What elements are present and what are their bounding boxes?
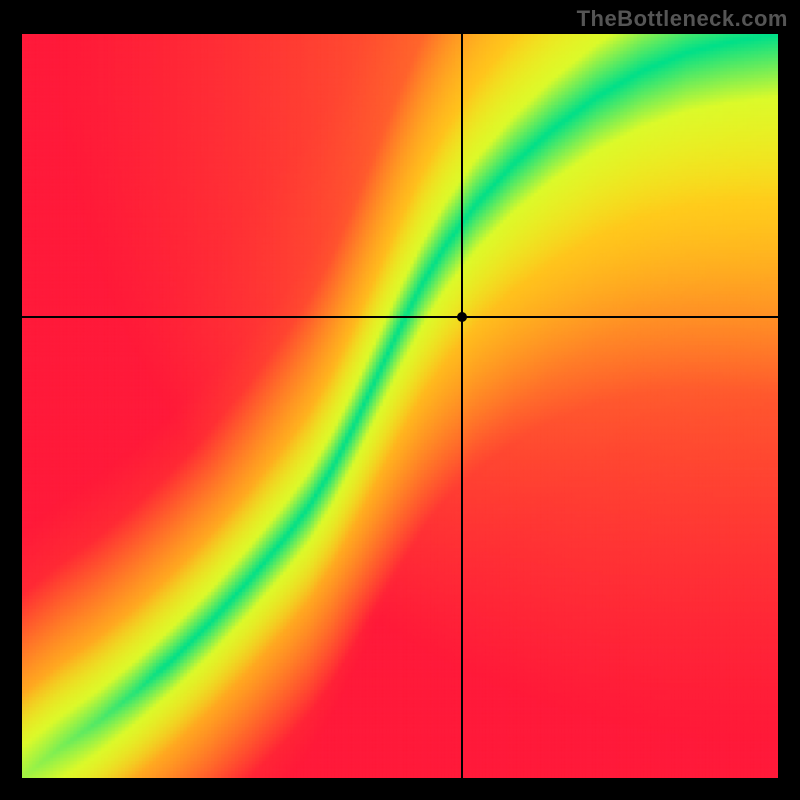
crosshair-horizontal [22, 316, 778, 318]
crosshair-point [457, 312, 467, 322]
plot-area [22, 34, 778, 778]
crosshair-vertical [461, 34, 463, 778]
heatmap-canvas [22, 34, 778, 778]
chart-container: TheBottleneck.com [0, 0, 800, 800]
watermark-text: TheBottleneck.com [577, 6, 788, 32]
